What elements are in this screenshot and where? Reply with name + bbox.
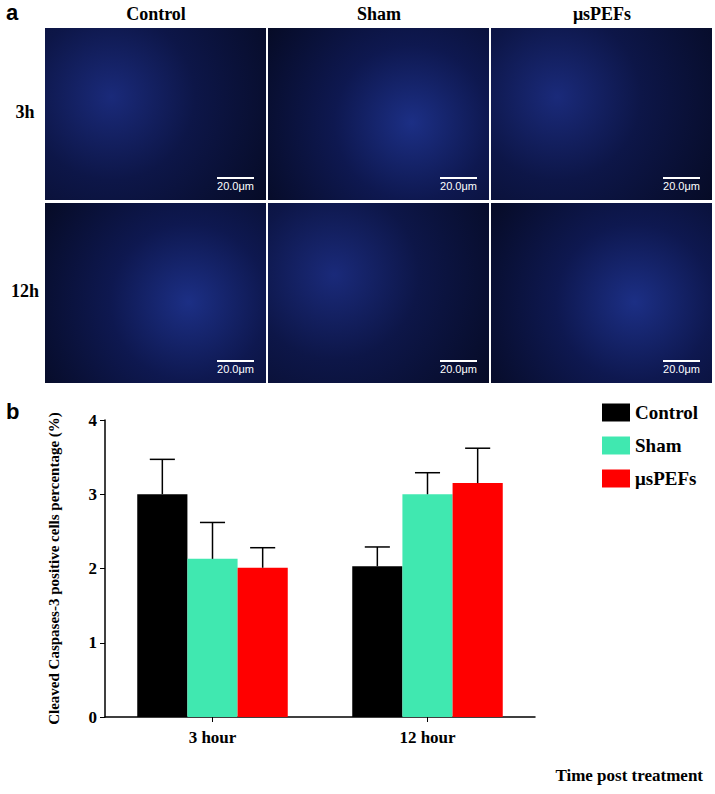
svg-text:2: 2	[89, 559, 98, 578]
html-text:20.0μm: 20.0μm	[440, 180, 477, 192]
svg-text:Cleaved Caspases-3 positive ce: Cleaved Caspases-3 positive cells percen…	[46, 412, 63, 725]
svg-text:b: b	[6, 399, 19, 424]
svg-text:3 hour: 3 hour	[189, 728, 237, 747]
html-text:Control: Control	[126, 4, 186, 24]
svg-text:μsPEFs: μsPEFs	[635, 468, 696, 489]
html-text:Sham: Sham	[357, 4, 401, 24]
html-text:20.0μm: 20.0μm	[217, 180, 254, 192]
html-text:20.0μm: 20.0μm	[663, 363, 700, 375]
svg-text:12 hour: 12 hour	[399, 728, 456, 747]
svg-text:Time post treatment: Time post treatment	[555, 766, 703, 785]
svg-text:0: 0	[89, 708, 98, 727]
html-text:μsPEFs: μsPEFs	[572, 4, 632, 24]
svg-text:3: 3	[89, 485, 98, 504]
html-text:3h: 3h	[15, 102, 35, 122]
svg-text:Sham: Sham	[635, 435, 682, 456]
svg-text:Control: Control	[635, 402, 698, 423]
html-text:20.0μm: 20.0μm	[217, 363, 254, 375]
svg-text:4: 4	[89, 411, 98, 430]
html-text:12h: 12h	[11, 281, 39, 301]
html-text:20.0μm: 20.0μm	[440, 363, 477, 375]
html-text:20.0μm: 20.0μm	[663, 180, 700, 192]
html-text:a: a	[6, 0, 19, 25]
svg-text:1: 1	[89, 633, 98, 652]
